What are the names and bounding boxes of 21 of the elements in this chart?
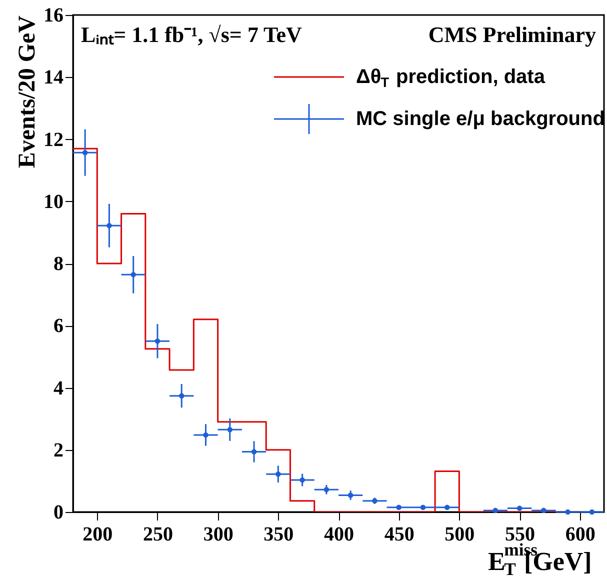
x-tick-label: 200 (82, 524, 113, 546)
y-tick-label: 4 (54, 377, 64, 400)
y-tick-label: 2 (54, 439, 64, 462)
x-tick-label: 250 (142, 524, 173, 546)
x-tick-label: 450 (384, 524, 414, 546)
y-tick-label: 6 (54, 315, 64, 338)
x-tick-label: 400 (324, 524, 354, 546)
y-tick-label: 14 (44, 66, 64, 89)
y-tick-label: 16 (44, 4, 64, 26)
y-tick-label: 12 (44, 128, 64, 151)
x-tick-label: 300 (203, 524, 234, 546)
y-axis-title: Events/20 GeV (14, 14, 40, 168)
y-tick-label: 10 (44, 190, 64, 213)
y-tick-label: 0 (54, 502, 64, 524)
x-tick-label: 600 (565, 524, 596, 546)
legend-label: MC single e/μ background (356, 108, 605, 130)
y-tick-label: 8 (54, 253, 64, 275)
annotation: Lᵢₙₜ= 1.1 fb⁻¹, √s= 7 TeV (81, 22, 302, 47)
x-tick-label: 500 (444, 524, 475, 546)
annotation: CMS Preliminary (428, 22, 596, 47)
x-tick-label: 350 (264, 524, 294, 546)
